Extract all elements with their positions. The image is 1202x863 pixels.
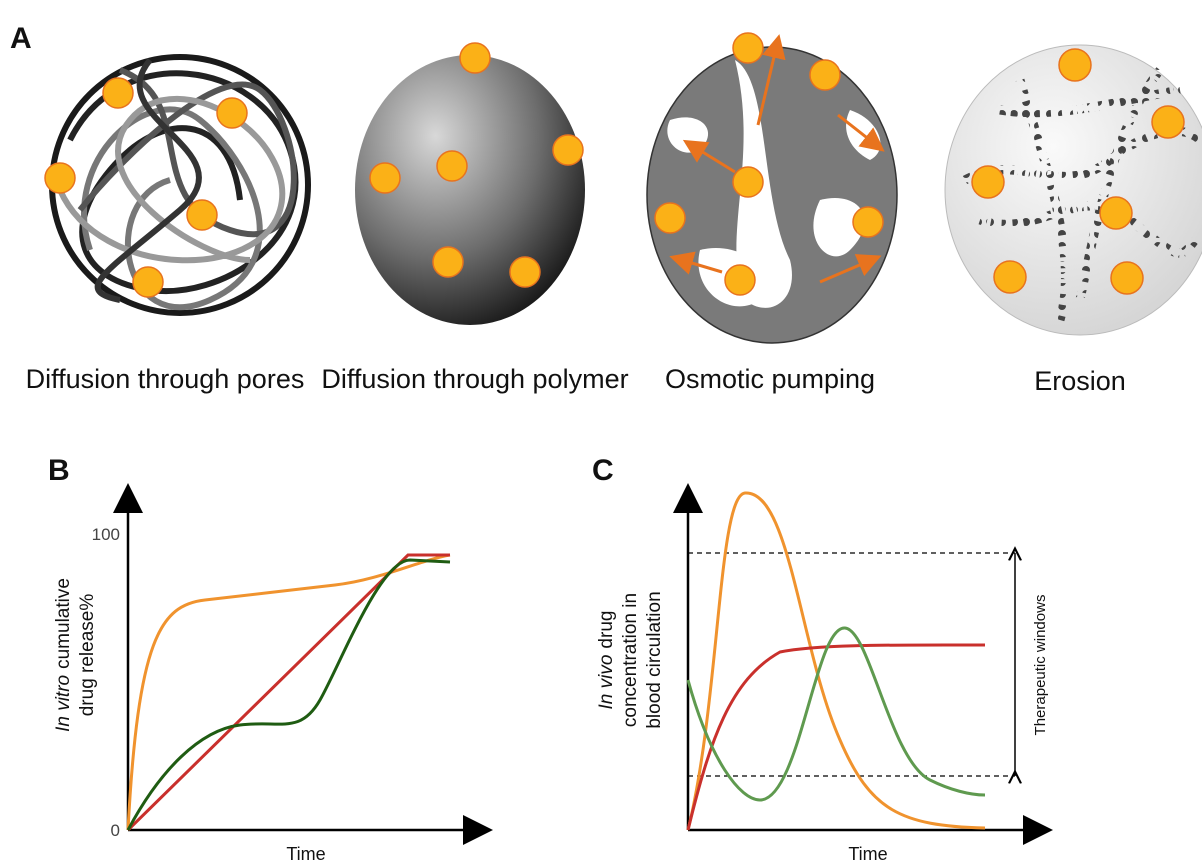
curve (128, 560, 450, 830)
y-axis-label: drug release% (77, 594, 98, 717)
y-axis-label: In vitrocumulative (53, 578, 74, 732)
mechanism-label: Erosion (1034, 366, 1126, 396)
curve (688, 628, 985, 800)
drug-particle (553, 135, 583, 165)
mechanism-label: Osmotic pumping (665, 364, 875, 394)
drug-particle (1152, 106, 1184, 138)
drug-particle (510, 257, 540, 287)
drug-particle (437, 151, 467, 181)
drug-particle (45, 163, 75, 193)
drug-particle (733, 33, 763, 63)
drug-particle (460, 43, 490, 73)
drug-particle (133, 267, 163, 297)
pores-illustration (52, 57, 308, 313)
drug-particle (1111, 262, 1143, 294)
y-tick-label: 0 (111, 821, 120, 840)
drug-particle (217, 98, 247, 128)
drug-particle (1059, 49, 1091, 81)
threshold-line (688, 553, 1015, 776)
panel-label: C (592, 454, 614, 487)
drug-particle (853, 207, 883, 237)
curve (128, 555, 450, 830)
drug-particle (733, 167, 763, 197)
y-axis-label: In vivodrug (596, 611, 617, 710)
y-axis-label: concentration in (620, 593, 641, 727)
x-axis-label: Time (286, 844, 325, 863)
curve (128, 555, 450, 830)
drug-particle (370, 163, 400, 193)
drug-particle (972, 166, 1004, 198)
curve (688, 645, 985, 830)
osmotic-illustration (647, 40, 897, 343)
drug-particle (655, 203, 685, 233)
drug-particle (103, 78, 133, 108)
drug-particle (187, 200, 217, 230)
window-label: Therapeutic windows (1032, 595, 1049, 736)
y-tick-label: 100 (92, 525, 120, 544)
drug-particle (810, 60, 840, 90)
drug-particle (1100, 197, 1132, 229)
mechanism-label: Diffusion through pores (26, 364, 305, 394)
panel-label: A (10, 22, 32, 55)
figure: A Diffusion through pores Diffusion thro… (0, 0, 1202, 863)
panel-label: B (48, 454, 70, 487)
drug-particle (994, 261, 1026, 293)
drug-particle (433, 247, 463, 277)
drug-particle (725, 265, 755, 295)
mechanism-label: Diffusion through polymer (321, 364, 628, 394)
y-axis-label: blood circulation (644, 591, 665, 728)
x-axis-label: Time (848, 844, 887, 863)
